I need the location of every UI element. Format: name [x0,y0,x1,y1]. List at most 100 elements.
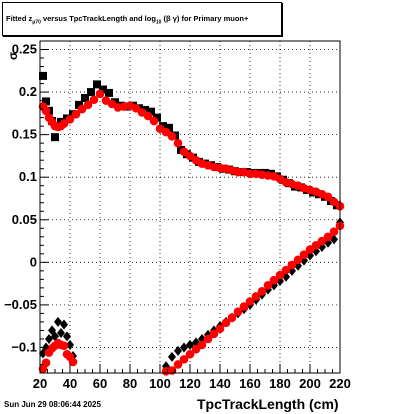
y-tick-label: 0 [30,254,37,269]
data-point-circle [287,260,297,270]
data-point-circle [245,169,255,179]
data-point-circle [293,255,303,265]
data-point-diamond [168,351,176,362]
data-point-circle [131,103,141,113]
x-tick-label: 40 [63,376,77,391]
x-tick-label: 20 [33,376,47,391]
chart-title: Fitted zμ70 versus TpcTrackLength and lo… [2,2,282,36]
data-point-diamond [186,339,194,350]
grid [40,41,340,373]
data-point-circle [83,100,93,110]
data-point-square [153,113,161,122]
data-point-square [105,88,113,97]
data-point-circle [269,275,279,285]
data-point-square [39,71,47,80]
data-point-circle [317,236,327,246]
data-points [38,71,345,376]
data-point-circle [311,241,321,250]
data-point-circle [281,265,291,275]
data-point-circle [257,286,267,296]
data-point-diamond [60,319,68,330]
data-point-diamond [45,333,53,344]
data-point-circle [191,344,201,354]
data-point-circle [299,250,309,259]
data-point-diamond [57,327,65,338]
data-point-circle [65,115,75,124]
data-point-circle [143,111,153,121]
data-point-circle [41,358,51,368]
x-tick-label: 220 [329,376,351,391]
data-point-circle [77,104,87,114]
data-point-circle [221,318,231,328]
data-point-circle [329,227,339,236]
title-subscript-2: 10 [155,19,162,26]
y-tick-label: 0.1 [19,169,37,184]
plot-frame [39,40,341,374]
data-point-circle [233,307,243,317]
data-point-circle [203,334,213,344]
data-point-diamond [51,331,59,342]
data-point-diamond [174,345,182,356]
data-point-circle [209,329,219,339]
x-tick-label: 200 [299,376,321,391]
data-point-circle [227,313,237,322]
data-point-circle [305,245,315,254]
data-point-diamond [180,342,188,353]
data-point-circle [185,151,195,161]
tick-labels: 20 40 60 80 100 120 140 160 180 200 220 −0.1 −0.05 0 0… [4,42,351,391]
data-point-circle [161,127,171,137]
y-tick-label: −0.05 [4,297,37,312]
data-point-circle [263,281,273,290]
data-point-square [147,107,155,116]
data-point-circle [59,341,69,351]
data-point-circle [173,360,183,369]
data-point-square [87,88,95,97]
title-part-1: Fitted z [6,14,33,23]
x-tick-label: 160 [239,376,261,391]
y-tick-label: 0.15 [12,127,37,142]
title-subscript-1: μ70 [32,19,41,26]
data-point-circle [275,270,285,280]
x-tick-label: 60 [93,376,107,391]
data-point-circle [185,349,195,359]
data-point-diamond [54,316,62,327]
data-point-circle [323,232,333,242]
data-point-square [75,100,83,109]
y-axis-title: σ [6,51,20,60]
data-point-square [165,123,173,132]
data-point-circle [71,109,81,119]
data-point-circle [323,192,333,202]
title-part-2: versus TpcTrackLength and log [40,14,156,23]
data-point-diamond [66,339,74,350]
data-point-square [93,80,101,89]
x-tick-label: 180 [269,376,291,391]
y-tick-label: 0.2 [19,84,37,99]
data-point-circle [149,116,159,126]
data-point-circle [239,302,249,311]
data-point-circle [95,89,105,99]
data-point-circle [329,197,339,207]
data-point-circle [167,132,177,141]
x-tick-label: 120 [179,376,201,391]
x-axis-title: TpcTrackLength (cm) [197,396,339,412]
data-point-circle [215,324,225,334]
data-point-circle [251,292,261,301]
data-point-square [51,133,59,142]
title-part-3: (β γ) for Primary muon+ [161,14,249,23]
footer-date: Sun Jun 29 08:06:44 2025 [4,400,101,409]
y-tick-label: −0.1 [11,339,37,354]
data-point-circle [68,357,78,367]
y-tick-label: 0.05 [12,212,37,227]
x-tick-label: 80 [123,376,137,391]
data-point-circle [173,138,183,148]
data-point-circle [179,147,189,156]
data-point-square [81,94,89,103]
data-point-circle [59,119,69,128]
axis-ticks [39,49,341,374]
data-point-diamond [63,331,71,342]
data-point-circle [233,167,243,177]
data-point-square [99,85,107,94]
y-tick-label: 0.25 [12,42,37,57]
data-point-circle [89,95,99,105]
